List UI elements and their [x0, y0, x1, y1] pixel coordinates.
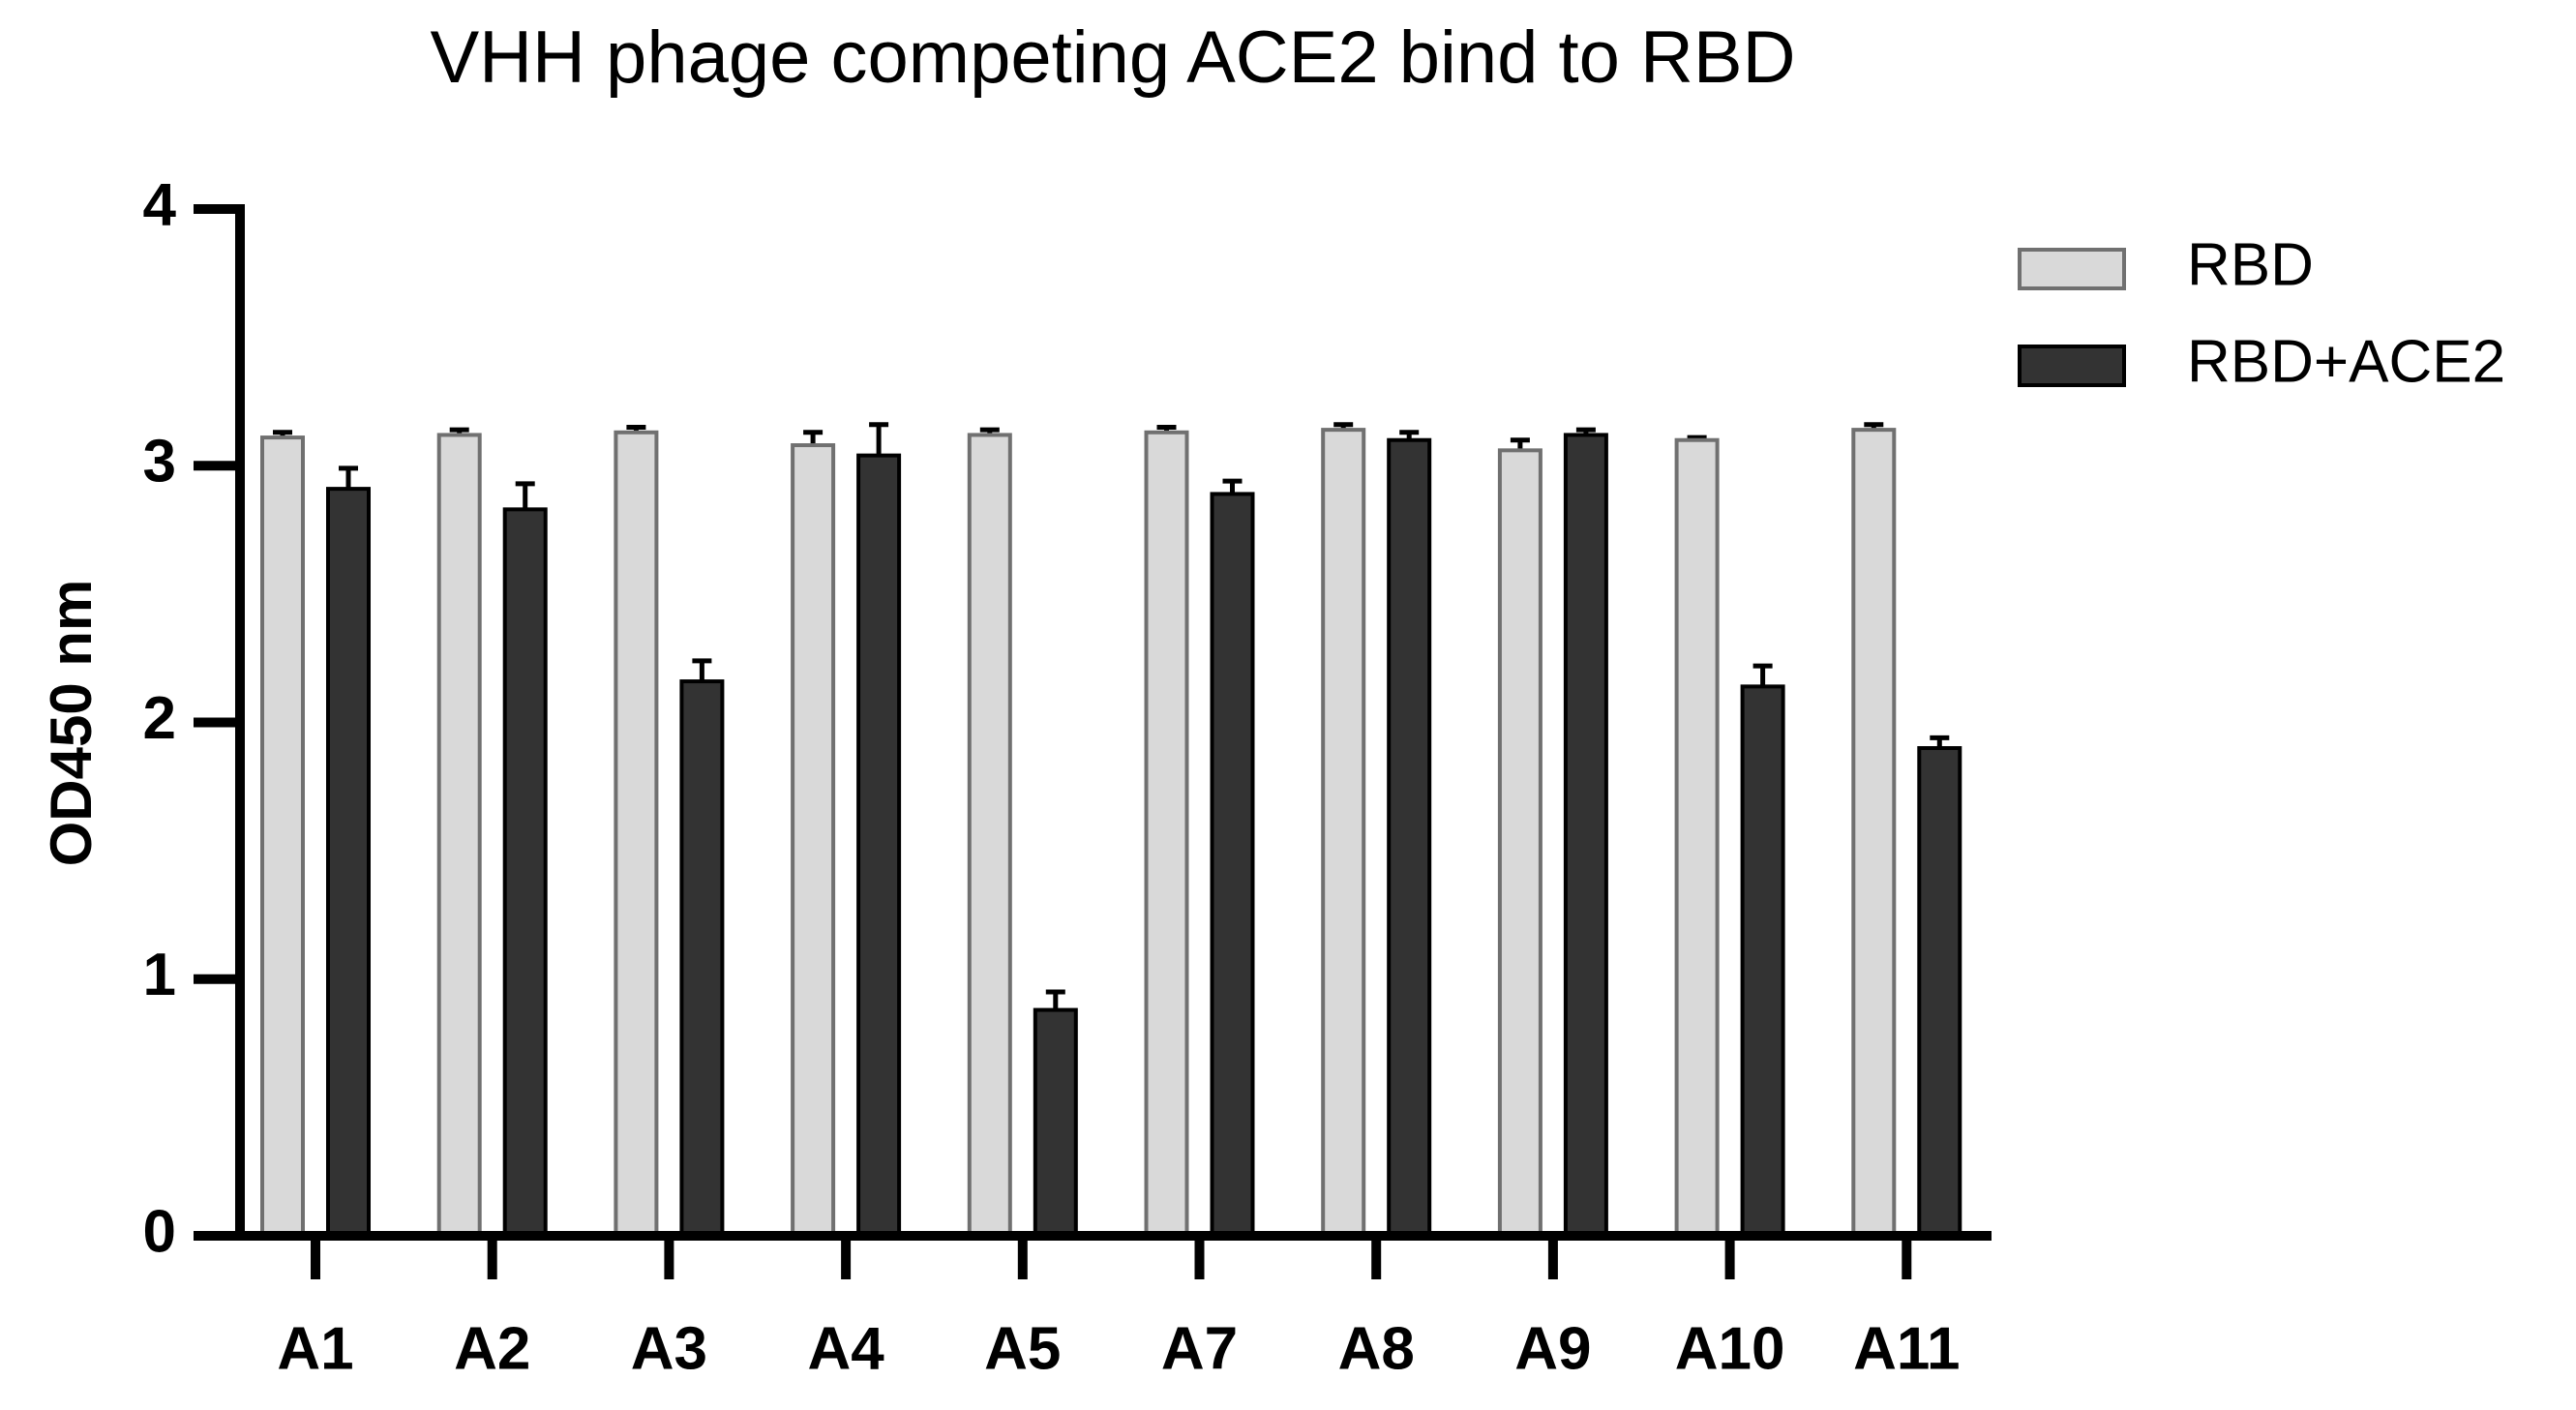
- x-tick-label: A4: [807, 1315, 884, 1382]
- y-tick-label: 1: [143, 942, 176, 1008]
- x-tick-label: A5: [984, 1315, 1061, 1382]
- bar: [1851, 428, 1897, 1238]
- bar: [1740, 684, 1785, 1238]
- bar: [614, 430, 659, 1238]
- bar: [1387, 437, 1432, 1239]
- chart-title: VHH phage competing ACE2 bind to RBD: [430, 16, 1795, 99]
- bar: [436, 433, 482, 1239]
- bar: [326, 487, 371, 1238]
- y-tick-label: 0: [143, 1198, 176, 1265]
- bar: [1917, 746, 1962, 1239]
- bar: [856, 453, 902, 1238]
- x-tick-label: A3: [631, 1315, 707, 1382]
- y-tick-label: 4: [143, 171, 177, 238]
- y-tick-label: 2: [143, 685, 176, 752]
- bar: [502, 507, 548, 1238]
- x-tick-label: A9: [1514, 1315, 1591, 1382]
- bar: [1144, 430, 1189, 1238]
- legend-label: RBD: [2187, 231, 2314, 298]
- bar: [1210, 492, 1255, 1238]
- y-axis-label: OD450 nm: [39, 580, 104, 867]
- legend-swatch: [2018, 248, 2126, 290]
- x-tick-label: A8: [1338, 1315, 1415, 1382]
- bar: [1321, 428, 1366, 1238]
- x-tick-label: A10: [1675, 1315, 1785, 1382]
- x-tick-label: A1: [277, 1315, 353, 1382]
- legend-label: RBD+ACE2: [2187, 328, 2505, 395]
- bar: [679, 679, 725, 1238]
- bar: [260, 435, 305, 1238]
- bar: [1674, 437, 1720, 1239]
- bar: [1563, 433, 1608, 1239]
- bar: [1497, 448, 1543, 1238]
- bar: [967, 433, 1012, 1239]
- bar: [791, 443, 836, 1238]
- y-tick-label: 3: [143, 429, 176, 495]
- x-tick-label: A2: [454, 1315, 530, 1382]
- legend-swatch: [2018, 345, 2126, 387]
- x-tick-label: A11: [1853, 1315, 1960, 1382]
- x-tick-label: A7: [1161, 1315, 1238, 1382]
- bar: [1033, 1007, 1078, 1238]
